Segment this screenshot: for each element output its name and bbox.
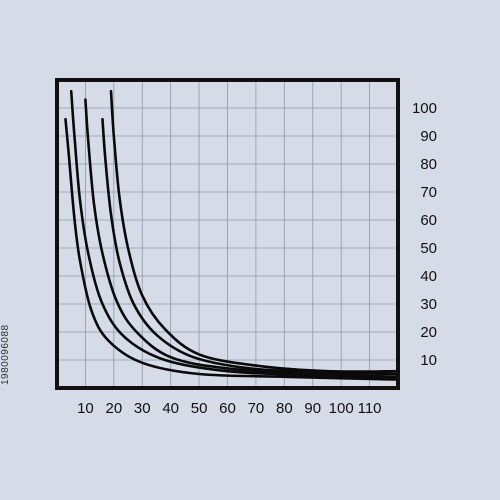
x-tick-label: 80 [276, 400, 293, 417]
y-tick-label: 30 [420, 296, 437, 313]
x-tick-label: 70 [248, 400, 265, 417]
x-tick-label: 10 [77, 400, 94, 417]
x-tick-label: 100 [329, 400, 354, 417]
y-tick-label: 70 [420, 184, 437, 201]
x-tick-label: 20 [105, 400, 122, 417]
watermark-id: 1980096088 [0, 324, 11, 385]
x-tick-label: 40 [162, 400, 179, 417]
y-tick-labels: 10 20 30 40 50 60 70 80 90 100 [412, 100, 437, 369]
series-line-5 [109, 89, 400, 373]
x-tick-label: 90 [304, 400, 321, 417]
y-tick-label: 100 [412, 100, 437, 117]
series-lines [64, 89, 400, 381]
y-tick-label: 20 [420, 324, 437, 341]
series-line-1 [64, 117, 400, 381]
y-tick-label: 90 [420, 128, 437, 145]
y-tick-label: 50 [420, 240, 437, 257]
x-tick-label: 30 [134, 400, 151, 417]
series-line-3 [84, 98, 400, 379]
x-tick-label: 50 [191, 400, 208, 417]
series-line-2 [69, 89, 400, 380]
plot-frame [55, 78, 400, 390]
y-tick-label: 10 [420, 352, 437, 369]
y-tick-label: 60 [420, 212, 437, 229]
grid [57, 80, 398, 388]
series-line-4 [101, 117, 400, 376]
x-tick-labels: 10 20 30 40 50 60 70 80 90 100 110 [77, 400, 381, 417]
x-tick-label: 60 [219, 400, 236, 417]
y-tick-label: 80 [420, 156, 437, 173]
x-tick-label: 110 [358, 400, 382, 417]
y-tick-label: 40 [420, 268, 437, 285]
